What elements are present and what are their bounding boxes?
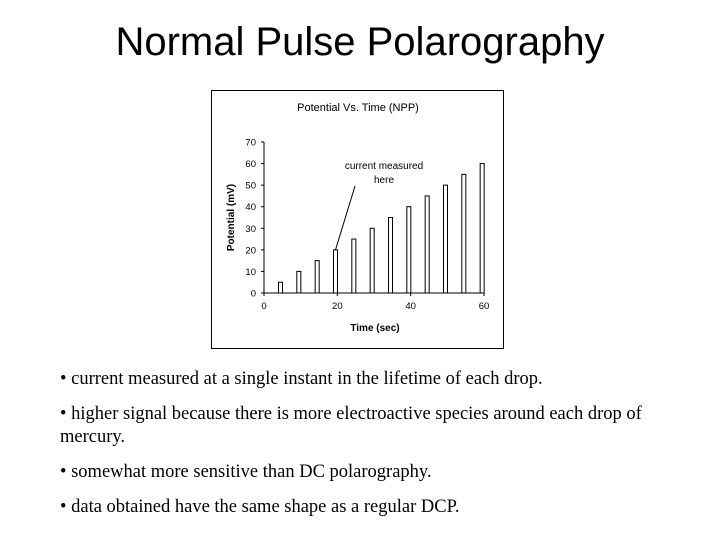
y-tick-label: 70 bbox=[245, 138, 256, 149]
y-tick-label: 40 bbox=[245, 202, 256, 213]
bar bbox=[296, 270, 302, 294]
x-tick-label: 0 bbox=[261, 301, 266, 312]
bar bbox=[351, 238, 357, 294]
chart-title: Potential Vs. Time (NPP) bbox=[297, 102, 419, 114]
bar bbox=[443, 184, 448, 294]
bar bbox=[406, 206, 412, 294]
slide-title: Normal Pulse Polarography bbox=[115, 20, 605, 64]
bar bbox=[479, 163, 485, 294]
x-tick-label: 20 bbox=[332, 301, 343, 312]
y-axis-label: Potential (mV) bbox=[226, 184, 237, 251]
annotation-pointer bbox=[335, 185, 356, 251]
x-tick-label: 40 bbox=[405, 301, 416, 312]
bar bbox=[388, 217, 393, 294]
y-tick-label: 0 bbox=[251, 289, 256, 300]
annotation-text: here bbox=[374, 175, 394, 186]
bar bbox=[461, 173, 467, 294]
x-tick-label: 60 bbox=[479, 301, 490, 312]
bullet-item: • current measured at a single instant i… bbox=[60, 369, 543, 389]
chart-svg: Potential Vs. Time (NPP) 0 10 20 30 40 50 60 70 0… bbox=[226, 102, 490, 334]
y-tick-label: 10 bbox=[245, 267, 256, 278]
bar bbox=[314, 260, 320, 294]
bar bbox=[333, 249, 338, 294]
bullet-list: • current measured at a single instant i… bbox=[60, 368, 660, 531]
annotation-text: current measured bbox=[345, 161, 423, 172]
chart-panel: Potential Vs. Time (NPP) 0 10 20 30 40 50 60 70 0… bbox=[211, 90, 504, 349]
y-tick-label: 20 bbox=[245, 245, 256, 256]
y-tick-label: 60 bbox=[245, 159, 256, 170]
x-axis-label: Time (sec) bbox=[350, 323, 399, 334]
bullet-item: • data obtained have the same shape as a… bbox=[60, 497, 460, 517]
y-tick-label: 50 bbox=[245, 181, 256, 192]
bar bbox=[278, 281, 283, 294]
bullet-item: • higher signal because there is more el… bbox=[60, 404, 642, 447]
bar bbox=[424, 195, 430, 294]
bullet-item: • somewhat more sensitive than DC polaro… bbox=[60, 462, 432, 482]
bar bbox=[369, 227, 375, 294]
y-tick-label: 30 bbox=[245, 224, 256, 235]
